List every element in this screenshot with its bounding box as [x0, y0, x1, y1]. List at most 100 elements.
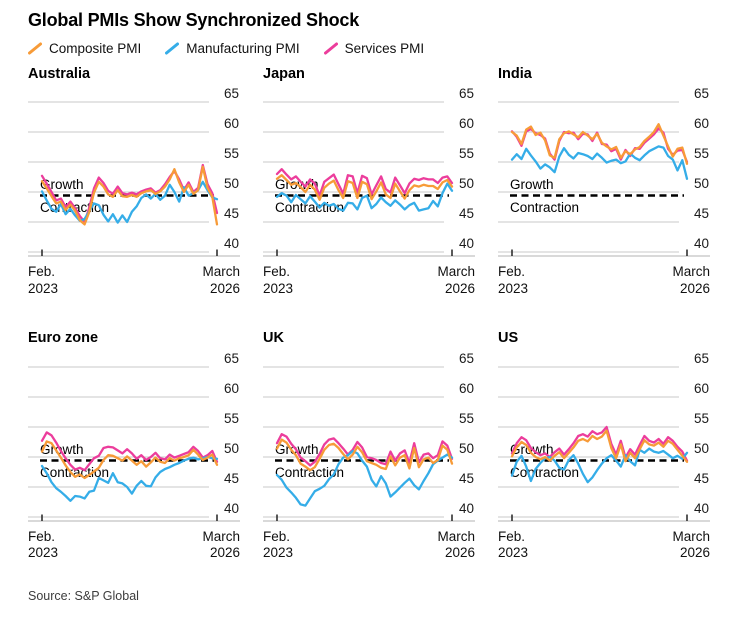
legend-label-services: Services PMI	[344, 40, 425, 56]
chart-page: Global PMIs Show Synchronized Shock Comp…	[28, 10, 710, 603]
y-tick-label-55: 55	[459, 146, 474, 161]
contraction-label: Contraction	[510, 200, 579, 215]
x-label-start: Feb. 2023	[498, 528, 529, 561]
legend-item-manufacturing: Manufacturing PMI	[165, 40, 300, 56]
y-tick-label-60: 60	[224, 116, 239, 131]
y-tick-label-45: 45	[224, 206, 239, 221]
india-plot: 65 60 55 50 45 40 Growth Contraction	[498, 86, 710, 257]
panel-india: India 65 60 55 50 45 40 Growth Contraction Feb.…	[498, 66, 710, 298]
y-tick-label-45: 45	[224, 471, 239, 486]
composite-pmi-line	[40, 440, 219, 480]
manufacturing-pmi-line	[40, 180, 219, 225]
manufacturing-line-slash-icon	[165, 42, 180, 55]
y-tick-label-45: 45	[459, 206, 474, 221]
x-label-start: Feb. 2023	[263, 528, 294, 561]
y-tick-label-50: 50	[224, 176, 239, 191]
panel-title-us: US	[498, 330, 519, 347]
y-tick-label-55: 55	[694, 146, 709, 161]
y-tick-label-65: 65	[224, 86, 239, 101]
x-axis-labels: Feb. 2023 March 2026	[263, 264, 475, 297]
services-pmi-line	[510, 425, 689, 462]
manufacturing-pmi-line	[510, 447, 689, 484]
y-tick-label-45: 45	[694, 206, 709, 221]
composite-pmi-line	[275, 438, 454, 472]
y-tick-label-40: 40	[694, 236, 709, 251]
contraction-label: Contraction	[275, 200, 344, 215]
charts-grid: Australia 65 60 55 50 45 40 Growth Contraction …	[28, 66, 710, 562]
y-tick-label-65: 65	[694, 86, 709, 101]
y-tick-label-65: 65	[694, 351, 709, 366]
growth-label: Growth	[40, 442, 84, 457]
composite-pmi-line	[40, 165, 219, 226]
y-tick-label-50: 50	[694, 176, 709, 191]
manufacturing-pmi-line	[40, 455, 219, 502]
services-pmi-line	[40, 431, 219, 472]
y-tick-label-40: 40	[459, 501, 474, 516]
panel-australia: Australia 65 60 55 50 45 40 Growth Contraction …	[28, 66, 240, 298]
y-tick-label-45: 45	[694, 471, 709, 486]
services-pmi-line	[275, 168, 454, 198]
contraction-label: Contraction	[40, 465, 109, 480]
y-tick-label-40: 40	[224, 236, 239, 251]
x-axis-labels: Feb. 2023 March 2026	[263, 529, 475, 562]
y-tick-label-60: 60	[694, 381, 709, 396]
y-tick-label-50: 50	[459, 176, 474, 191]
contraction-label: Contraction	[275, 465, 344, 480]
panel-uk: UK 65 60 55 50 45 40 Growth Contraction Feb. 20…	[263, 330, 475, 562]
legend-label-composite: Composite PMI	[49, 40, 142, 56]
x-axis-labels: Feb. 2023 March 2026	[498, 264, 710, 297]
manufacturing-pmi-line	[275, 182, 454, 213]
x-label-start: Feb. 2023	[28, 264, 59, 296]
x-label-end: March 2026	[672, 264, 710, 296]
panel-japan: Japan 65 60 55 50 45 40 Growth Contraction Feb.…	[263, 66, 475, 298]
panel-title-uk: UK	[263, 330, 284, 347]
legend-label-manufacturing: Manufacturing PMI	[186, 40, 300, 56]
y-tick-label-40: 40	[694, 501, 709, 516]
growth-label: Growth	[510, 177, 554, 192]
y-tick-label-60: 60	[459, 116, 474, 131]
legend-item-composite: Composite PMI	[28, 41, 141, 56]
manufacturing-pmi-line	[275, 449, 454, 507]
y-tick-label-50: 50	[694, 441, 709, 456]
panel-title-india: India	[498, 65, 532, 82]
page-title: Global PMIs Show Synchronized Shock	[28, 10, 360, 30]
panel-title-euro-zone: Euro zone	[28, 330, 99, 347]
panel-us: US 65 60 55 50 45 40 Growth Contraction Feb. 20…	[498, 330, 710, 562]
manufacturing-pmi-line	[510, 145, 689, 181]
y-tick-label-50: 50	[224, 441, 239, 456]
x-label-end: March 2026	[202, 528, 240, 561]
services-pmi-line	[40, 164, 219, 224]
y-tick-label-40: 40	[224, 501, 239, 516]
y-tick-label-60: 60	[459, 381, 474, 396]
x-axis-labels: Feb. 2023 March 2026	[28, 264, 240, 297]
y-tick-label-55: 55	[224, 411, 239, 426]
y-tick-label-60: 60	[694, 116, 709, 131]
composite-pmi-line	[510, 429, 689, 463]
services-pmi-line	[275, 432, 454, 467]
euro-zone-plot: 65 60 55 50 45 40 Growth Contraction	[28, 351, 240, 522]
source-note: Source: S&P Global	[28, 588, 139, 603]
y-tick-label-55: 55	[459, 411, 474, 426]
panel-title-australia: Australia	[28, 65, 91, 82]
services-line-slash-icon	[323, 42, 338, 55]
composite-pmi-line	[275, 174, 454, 202]
y-tick-label-40: 40	[459, 236, 474, 251]
x-label-end: March 2026	[202, 264, 240, 296]
y-tick-label-60: 60	[224, 381, 239, 396]
panel-euro-zone: Euro zone 65 60 55 50 45 40 Growth Contraction …	[28, 330, 240, 562]
legend: Composite PMI Manufacturing PMI Services…	[28, 41, 710, 56]
x-label-start: Feb. 2023	[28, 528, 59, 561]
y-tick-label-55: 55	[694, 411, 709, 426]
composite-line-slash-icon	[28, 42, 42, 55]
composite-pmi-line	[510, 123, 689, 166]
y-tick-label-65: 65	[459, 351, 474, 366]
x-label-start: Feb. 2023	[263, 264, 294, 296]
legend-item-services: Services PMI	[323, 40, 425, 56]
x-label-end: March 2026	[437, 528, 475, 561]
y-tick-label-45: 45	[459, 471, 474, 486]
x-axis-labels: Feb. 2023 March 2026	[498, 529, 710, 562]
x-label-start: Feb. 2023	[498, 264, 529, 296]
